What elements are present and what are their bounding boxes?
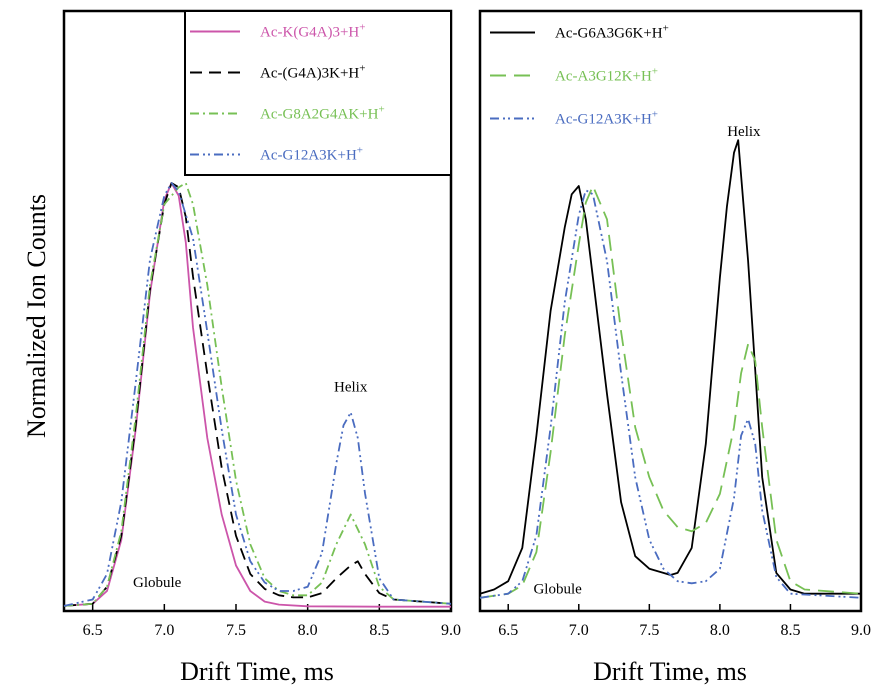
x-tick-label: 9.0 bbox=[851, 622, 871, 639]
series-line-right-0 bbox=[479, 139, 861, 595]
series-line-right-2 bbox=[479, 189, 862, 599]
legend-label: Ac-G8A2G4AK+H+ bbox=[260, 104, 385, 123]
series-line-right-1 bbox=[479, 185, 862, 599]
right-panel: Drift Time, ms 6.5 7.0 7.5 8.0 8.5 9.0 Helix Gl… bbox=[478, 9, 871, 686]
legend-label: Ac-K(G4A)3+H+ bbox=[260, 22, 365, 41]
legend-label: Ac-G12A3K+H+ bbox=[260, 145, 363, 164]
legend-box bbox=[184, 10, 452, 176]
right-plot-frame bbox=[478, 9, 863, 613]
legend: Ac-G6A3G6K+H+ Ac-A3G12K+H+ Ac-G12A3K+H+ bbox=[490, 23, 669, 128]
x-tick-label: 9.0 bbox=[441, 622, 461, 639]
x-tick-label: 6.5 bbox=[83, 622, 103, 639]
legend-label: Ac-(G4A)3K+H+ bbox=[260, 63, 365, 82]
series-line-left-0 bbox=[63, 182, 451, 608]
x-tick-label: 6.5 bbox=[498, 622, 518, 639]
x-tick-label: 7.5 bbox=[226, 622, 246, 639]
legend: Ac-K(G4A)3+H+ Ac-(G4A)3K+H+ Ac-G8A2G4AK+H+… bbox=[184, 10, 452, 176]
legend-label: Ac-G12A3K+H+ bbox=[555, 109, 658, 128]
x-tick-label: 8.5 bbox=[369, 622, 389, 639]
x-tick-label: 7.0 bbox=[569, 622, 589, 639]
annotation-globule: Globule bbox=[533, 582, 582, 598]
annotation-helix: Helix bbox=[334, 379, 368, 395]
left-panel: Drift Time, ms 6.5 7.0 7.5 8.0 8.5 9.0 Helix Gl… bbox=[62, 9, 461, 686]
annotation-globule: Globule bbox=[133, 575, 182, 591]
series-line-left-1 bbox=[63, 182, 452, 607]
x-tick-label: 8.0 bbox=[710, 622, 730, 639]
y-axis-title: Normalized Ion Counts bbox=[22, 194, 51, 438]
right-x-axis-title: Drift Time, ms bbox=[593, 657, 747, 686]
left-x-axis-title: Drift Time, ms bbox=[180, 657, 334, 686]
series-line-left-2 bbox=[63, 182, 452, 607]
x-tick-label: 7.5 bbox=[639, 622, 659, 639]
x-tick-label: 7.0 bbox=[154, 622, 174, 639]
x-tick-label: 8.5 bbox=[780, 622, 800, 639]
series-line-left-3 bbox=[63, 182, 452, 607]
x-tick-label: 8.0 bbox=[298, 622, 318, 639]
annotation-helix: Helix bbox=[727, 124, 761, 140]
legend-label: Ac-A3G12K+H+ bbox=[555, 66, 658, 85]
legend-label: Ac-G6A3G6K+H+ bbox=[555, 23, 669, 42]
